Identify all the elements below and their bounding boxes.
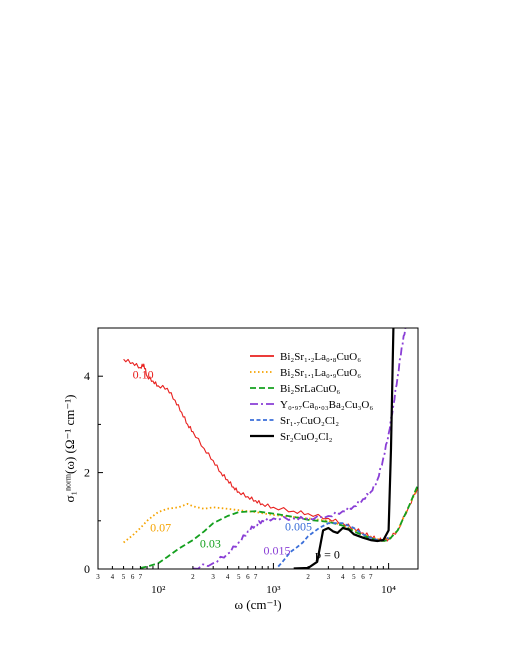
x-minor-tick-label: 3 [96,573,100,581]
plot-frame [97,327,419,570]
doping-label: 0.10 [133,368,154,382]
series-line [293,328,395,569]
x-minor-tick-label: 5 [237,573,241,581]
legend-entry: Bi₂SrLaCuO₆ [280,383,340,395]
y-tick-label: 0 [84,562,90,576]
legend-entry: Y₀.₉₇Ca₀.₀₃Ba₂Cu₃O₆ [280,399,373,411]
x-minor-tick-label: 6 [361,573,365,581]
x-tick-label: 10⁴ [381,584,396,596]
legend-entry: Sr₂CuO₂Cl₂ [280,431,333,443]
x-tick-label: 10² [151,584,166,596]
legend: Bi₂Sr₁.₂La₀.₈CuO₆ Bi₂Sr₁.₁La₀.₉CuO₆ Bi₂SrL… [250,351,373,443]
x-minor-tick-label: 6 [131,573,135,581]
series-line [123,358,418,542]
y-axis-label: σ₁ⁿᵒʳᵐ(ω) (Ω⁻¹ cm⁻¹) [62,395,77,503]
y-tick-label: 4 [84,369,90,383]
doping-label: 0.07 [150,520,171,534]
x-minor-tick-label: 7 [139,573,143,581]
doping-label: p = 0 [315,547,340,561]
doping-label: 0.015 [263,544,290,558]
y-tick-label: 2 [84,466,90,480]
legend-entry: Bi₂Sr₁.₂La₀.₈CuO₆ [280,351,361,363]
x-minor-tick-label: 5 [122,573,126,581]
x-minor-tick-label: 6 [246,573,250,581]
x-minor-tick-label: 7 [254,573,258,581]
x-minor-tick-label: 2 [191,573,195,581]
x-minor-tick-label: 2 [306,573,310,581]
legend-entry: Sr₁.₇CuO₂Cl₂ [280,415,339,427]
doping-label: 0.03 [200,536,221,550]
x-axis-label: ω (cm⁻¹) [234,597,281,612]
x-minor-tick-label: 5 [352,573,356,581]
x-minor-tick-label: 3 [211,573,215,581]
x-minor-tick-label: 4 [226,573,230,581]
legend-entry: Bi₂Sr₁.₁La₀.₉CuO₆ [280,367,361,379]
x-minor-tick-label: 4 [111,573,115,581]
doping-label: 0.005 [285,519,312,533]
plot-marks [123,328,418,569]
x-minor-tick-label: 4 [341,573,345,581]
x-minor-tick-label: 3 [327,573,331,581]
x-tick-label: 10³ [266,584,281,596]
series-line [277,522,389,568]
x-minor-tick-label: 7 [369,573,373,581]
